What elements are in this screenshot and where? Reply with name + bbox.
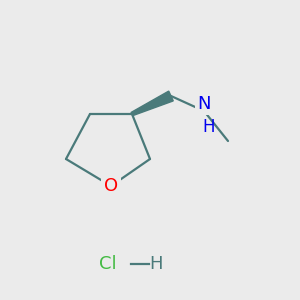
Text: N: N <box>197 95 211 113</box>
Text: H: H <box>202 118 215 136</box>
Text: H: H <box>149 255 163 273</box>
Polygon shape <box>131 91 173 116</box>
Text: Cl: Cl <box>99 255 117 273</box>
Text: O: O <box>104 177 118 195</box>
